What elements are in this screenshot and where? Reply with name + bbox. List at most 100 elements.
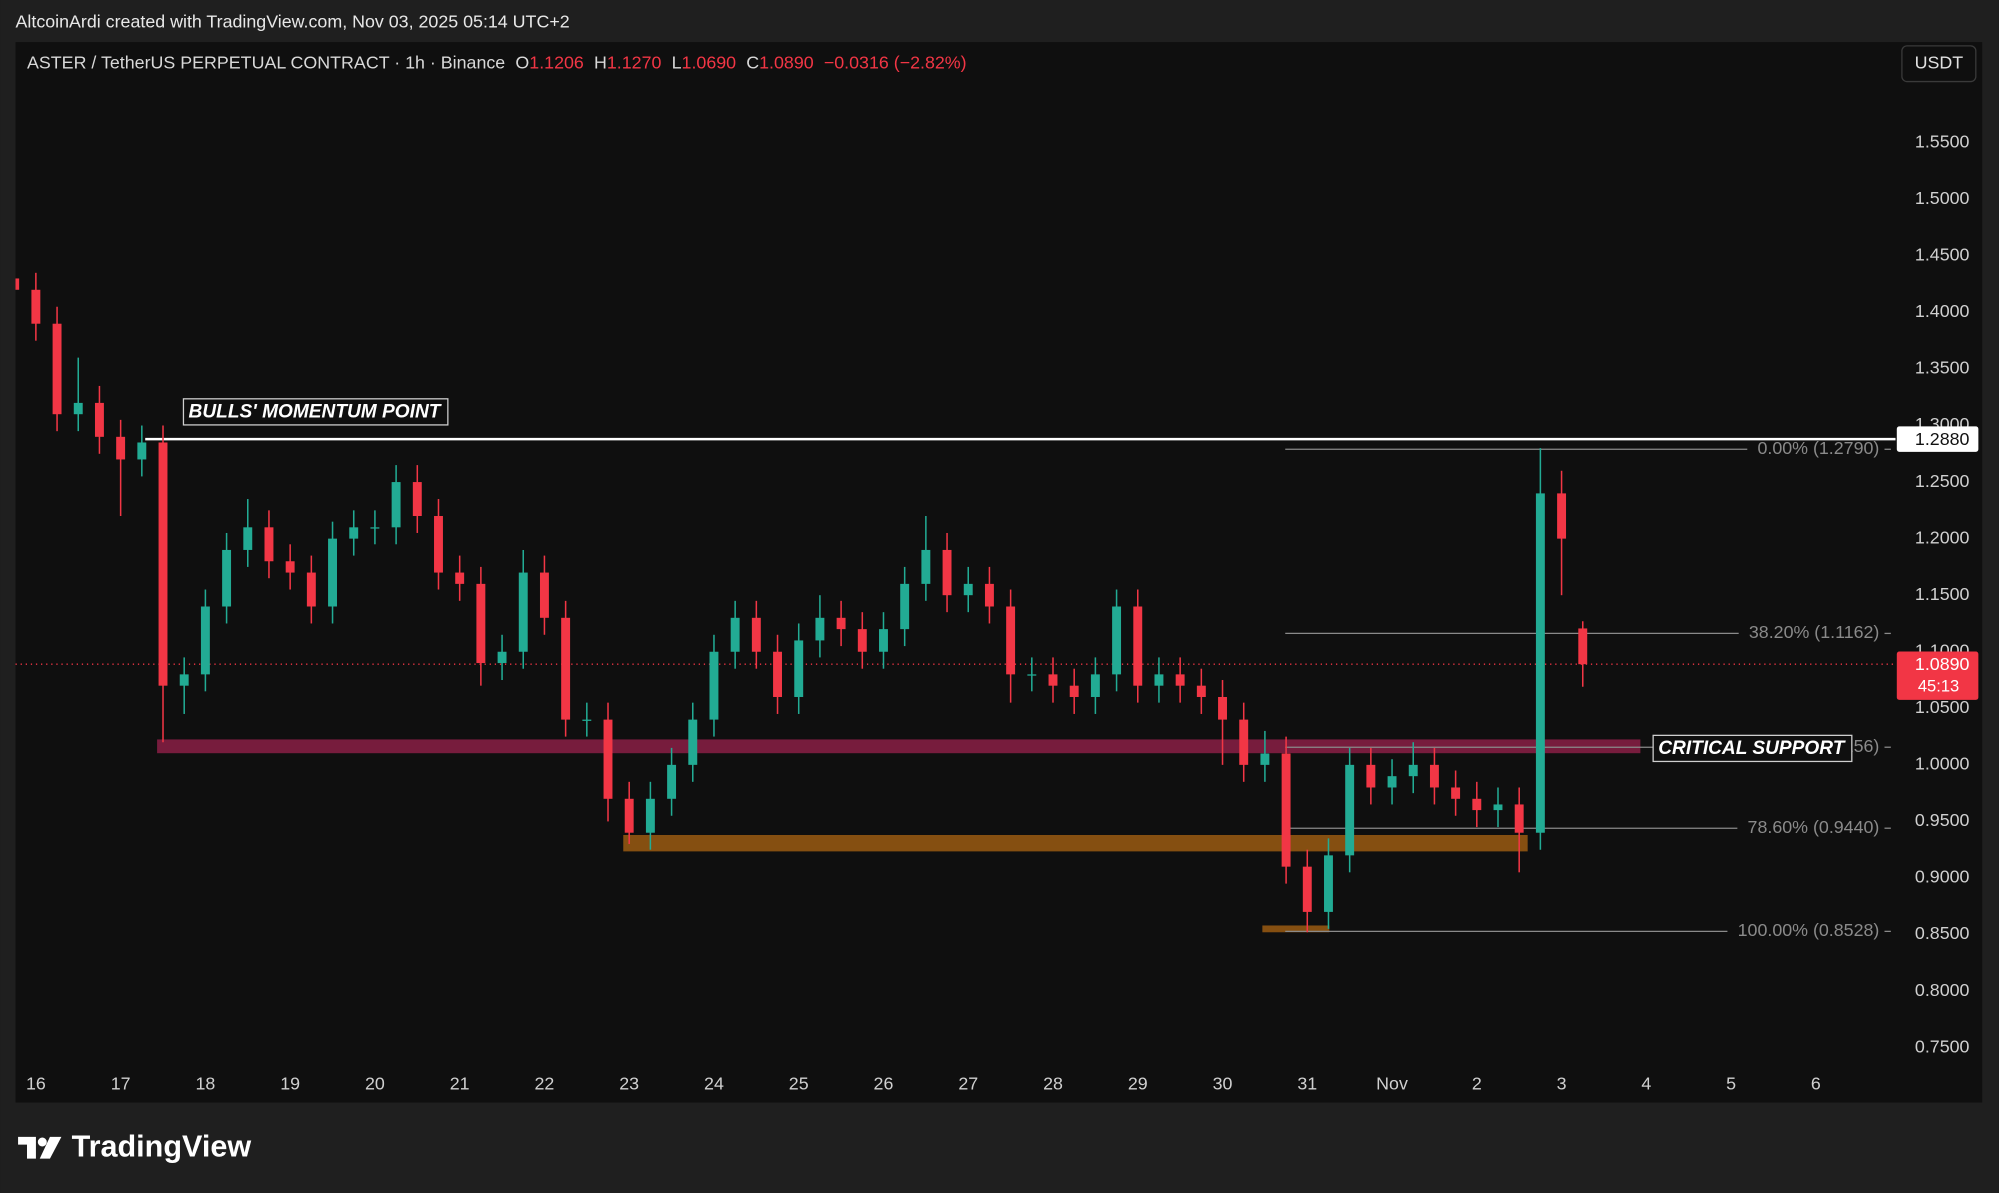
candle-body bbox=[603, 719, 613, 799]
candle-body bbox=[1535, 493, 1545, 833]
currency-button-label[interactable]: USDT bbox=[1915, 52, 1964, 72]
candle-body bbox=[285, 561, 295, 573]
candle-body bbox=[497, 651, 507, 664]
x-tick-label: 17 bbox=[111, 1073, 131, 1093]
level-label-box bbox=[182, 398, 449, 426]
candle-body bbox=[1006, 606, 1016, 675]
y-tick-label: 1.4500 bbox=[1915, 245, 1970, 265]
candle-body bbox=[243, 527, 253, 550]
zone bbox=[1262, 925, 1330, 933]
y-tick-label: 1.5000 bbox=[1915, 188, 1970, 208]
candle-body bbox=[264, 527, 274, 562]
ohlc-label: O bbox=[515, 52, 529, 72]
candle-body bbox=[158, 442, 168, 686]
candle-body bbox=[1069, 685, 1079, 697]
last-price-label: 1.0890 bbox=[1915, 654, 1970, 674]
last-price-box bbox=[1896, 651, 1979, 700]
candle-body bbox=[137, 442, 147, 460]
chart-area bbox=[15, 42, 1983, 1103]
y-tick-label: 1.0000 bbox=[1915, 754, 1970, 774]
x-tick-label: 23 bbox=[619, 1073, 639, 1093]
candle-body bbox=[645, 798, 655, 833]
footer-logo-icon bbox=[18, 1136, 62, 1159]
y-tick-label: 0.9000 bbox=[1915, 867, 1970, 887]
candle-body bbox=[1387, 776, 1397, 788]
candle-body bbox=[879, 629, 888, 652]
y-tick-label: 1.2000 bbox=[1915, 527, 1970, 547]
candle-body bbox=[1514, 804, 1524, 833]
candle-body bbox=[857, 629, 867, 652]
candle-body bbox=[794, 640, 804, 697]
zone-label-box bbox=[1652, 734, 1853, 763]
candle-body bbox=[1557, 493, 1567, 539]
candle-body bbox=[94, 402, 104, 437]
candle-body bbox=[1472, 798, 1482, 811]
x-tick-label: 26 bbox=[874, 1073, 894, 1093]
candle-body bbox=[1133, 606, 1143, 686]
y-tick-label: 0.7500 bbox=[1915, 1036, 1970, 1056]
x-tick-label: Nov bbox=[1376, 1073, 1408, 1093]
y-tick-label: 1.0500 bbox=[1915, 697, 1970, 717]
candle-body bbox=[624, 798, 634, 833]
x-tick-label: 18 bbox=[195, 1073, 215, 1093]
countdown-label: 45:13 bbox=[1918, 677, 1959, 696]
candle-body bbox=[1302, 866, 1312, 912]
candle-body bbox=[116, 436, 126, 460]
candle-body bbox=[921, 549, 931, 584]
candle-body bbox=[328, 538, 337, 607]
candle-body bbox=[434, 516, 443, 573]
x-tick-label: 20 bbox=[365, 1073, 385, 1093]
fib-label: 78.60% (0.9440) bbox=[1748, 817, 1880, 837]
x-tick-label: 29 bbox=[1128, 1073, 1148, 1093]
candle-body bbox=[1429, 764, 1439, 788]
logo-dot bbox=[37, 1137, 47, 1147]
candle-body bbox=[942, 549, 952, 596]
ohlc-value: 1.1270 bbox=[607, 52, 662, 72]
candle-body bbox=[561, 617, 571, 720]
candle-body bbox=[963, 583, 973, 596]
header-text: AltcoinArdi created with TradingView.com… bbox=[16, 12, 570, 32]
zone bbox=[157, 739, 1641, 754]
ohlc-value: 1.0890 bbox=[759, 52, 814, 72]
candle-body bbox=[984, 583, 994, 607]
y-tick-label: 1.5500 bbox=[1915, 131, 1970, 151]
x-tick-label: 25 bbox=[789, 1073, 809, 1093]
x-tick-label: 22 bbox=[535, 1073, 555, 1093]
candle-body bbox=[200, 606, 210, 675]
x-tick-label: 3 bbox=[1557, 1073, 1567, 1093]
ohlc-value: 1.1206 bbox=[529, 52, 584, 72]
candle-body bbox=[1408, 764, 1418, 777]
candle-body bbox=[688, 719, 698, 765]
ohlc-label: L bbox=[672, 52, 682, 72]
candle-body bbox=[179, 674, 189, 686]
candle-body bbox=[582, 719, 592, 721]
candle-body bbox=[1027, 674, 1037, 676]
candle-body bbox=[815, 617, 825, 641]
candle-body bbox=[1260, 753, 1270, 765]
y-tick-label: 1.4000 bbox=[1915, 301, 1970, 321]
plot: 0.00% (1.2790)38.20% (1.1162)61.80% (1.0… bbox=[15, 272, 1896, 940]
x-tick-label: 2 bbox=[1472, 1073, 1482, 1093]
symbol-legend: ASTER / TetherUS PERPETUAL CONTRACT · 1h… bbox=[27, 52, 967, 72]
ohlc-value: 1.0690 bbox=[682, 52, 737, 72]
y-tick-label: 0.8000 bbox=[1915, 980, 1970, 1000]
ohlc-label: H bbox=[594, 52, 607, 72]
candle-body bbox=[52, 323, 62, 415]
candle-body bbox=[306, 572, 316, 607]
logo-shape bbox=[18, 1136, 36, 1159]
candle-body bbox=[709, 651, 719, 720]
candle-body bbox=[222, 549, 232, 607]
y-tick-label: 1.3500 bbox=[1915, 358, 1970, 378]
candle-body bbox=[1154, 674, 1164, 686]
fib-label: 0.00% (1.2790) bbox=[1757, 438, 1879, 458]
candle-body bbox=[1451, 787, 1461, 799]
candle-body bbox=[1218, 696, 1227, 720]
level-label: BULLS' MOMENTUM POINT bbox=[189, 401, 443, 422]
x-tick-label: 19 bbox=[280, 1073, 300, 1093]
x-tick-label: 31 bbox=[1297, 1073, 1317, 1093]
zone-label: CRITICAL SUPPORT bbox=[1658, 738, 1846, 759]
currency-button[interactable] bbox=[1901, 45, 1977, 83]
y-tick-label: 0.9500 bbox=[1915, 810, 1970, 830]
